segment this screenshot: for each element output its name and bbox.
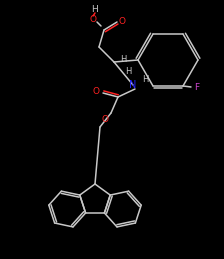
Text: H: H	[142, 76, 148, 84]
Text: O: O	[101, 116, 108, 125]
Text: F: F	[194, 83, 200, 92]
Text: O: O	[118, 17, 125, 25]
Text: N: N	[129, 80, 137, 90]
Text: H: H	[92, 5, 98, 15]
Text: H: H	[125, 68, 131, 76]
Text: H: H	[120, 55, 126, 64]
Text: O: O	[93, 88, 99, 97]
Text: O: O	[90, 15, 97, 24]
